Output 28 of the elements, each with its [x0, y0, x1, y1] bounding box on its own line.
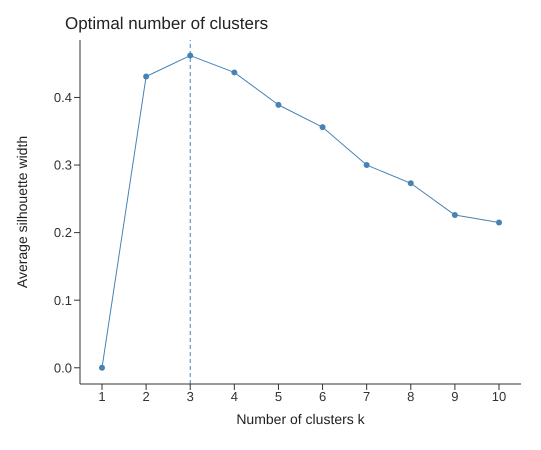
y-tick-label: 0.2 [54, 225, 72, 240]
point [496, 219, 502, 226]
x-tick-label: 3 [186, 389, 194, 404]
y-tick-label: 0.1 [54, 292, 72, 308]
y-tick-label: 0.0 [54, 360, 72, 376]
x-tick-label: 1 [98, 389, 106, 404]
point [99, 364, 105, 371]
x-tick-label: 7 [363, 389, 370, 404]
x-tick-label: 9 [451, 389, 459, 404]
point [275, 102, 282, 108]
y-axis-title: Average silhouette width [14, 136, 30, 288]
point [452, 212, 458, 218]
point [143, 73, 150, 80]
x-axis-title: Number of clusters k [236, 411, 366, 427]
point [320, 124, 326, 130]
chart-title: Optimal number of clusters [65, 14, 268, 34]
x-tick-label: 6 [318, 389, 326, 404]
x-tick-label: 5 [274, 389, 282, 404]
x-tick-label: 4 [230, 389, 238, 404]
y-tick-label: 0.3 [54, 158, 72, 173]
x-tick-label: 2 [142, 389, 150, 404]
y-tick-label: 0.4 [54, 90, 72, 106]
x-tick-label: 8 [407, 389, 414, 404]
x-tick-label: 10 [492, 389, 506, 404]
point [231, 69, 238, 76]
point [187, 52, 194, 59]
point [364, 162, 370, 168]
point [408, 180, 414, 186]
